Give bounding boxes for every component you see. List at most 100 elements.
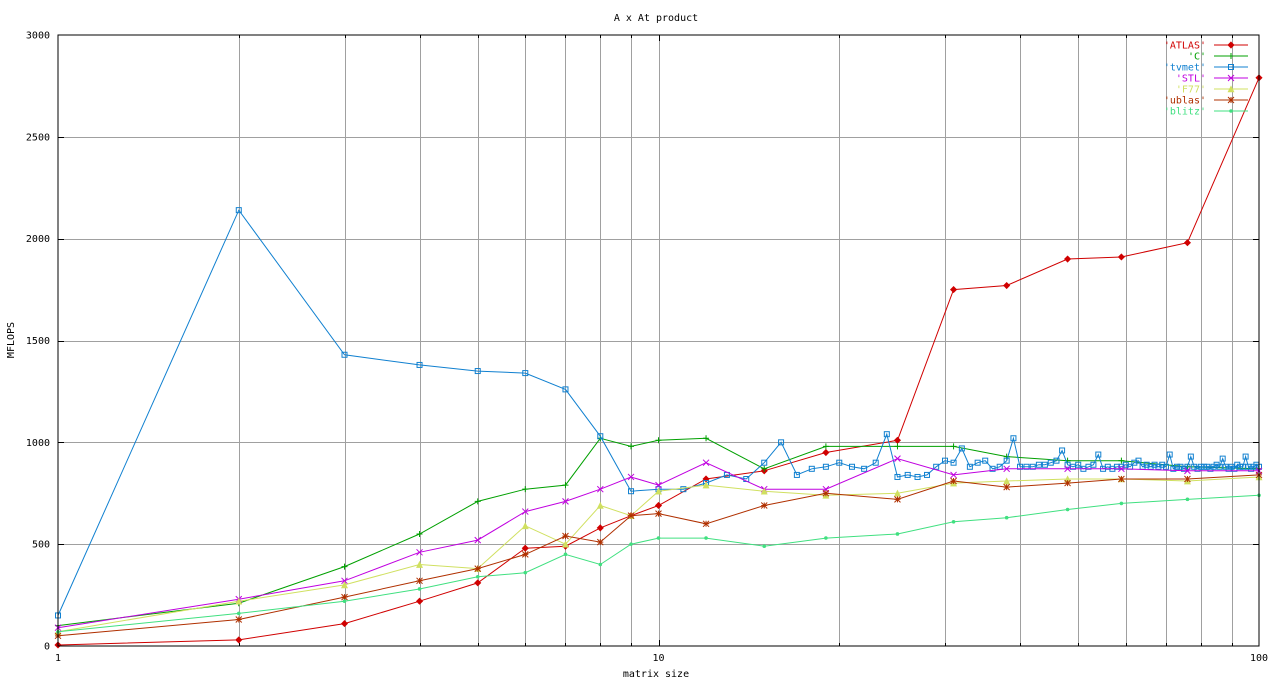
- data-point: [1135, 457, 1142, 464]
- data-point: [824, 536, 828, 540]
- data-point: [914, 473, 921, 480]
- data-point: [1059, 447, 1066, 454]
- legend: 'ATLAS''C''tvmet''STL''F77''ublas''blitz…: [1164, 41, 1248, 118]
- data-point: [655, 487, 662, 495]
- data-point: [703, 435, 710, 442]
- data-point: [416, 548, 423, 556]
- data-point: [702, 459, 710, 467]
- data-point: [1201, 463, 1208, 470]
- legend-label: 'STL': [1176, 74, 1206, 85]
- data-point: [235, 597, 243, 605]
- data-point: [1035, 461, 1042, 468]
- data-point: [596, 501, 604, 509]
- data-point: [1041, 461, 1048, 468]
- data-point: [416, 560, 424, 568]
- data-point: [822, 448, 830, 457]
- data-point: [341, 593, 348, 601]
- data-point: [883, 431, 890, 438]
- data-point: [1184, 467, 1191, 475]
- series-atlas: [54, 74, 1263, 649]
- data-point: [982, 457, 989, 464]
- data-point: [760, 502, 768, 509]
- data-point: [950, 471, 957, 479]
- data-point: [1003, 281, 1011, 290]
- data-point: [761, 459, 768, 466]
- data-point: [1216, 463, 1223, 470]
- data-point: [597, 433, 604, 440]
- data-point: [628, 488, 635, 495]
- data-point: [1242, 453, 1249, 460]
- data-point: [474, 565, 482, 572]
- data-point: [1184, 463, 1191, 470]
- data-point: [680, 486, 687, 493]
- data-point: [861, 465, 868, 472]
- data-point: [895, 532, 900, 536]
- data-point: [235, 636, 243, 644]
- data-point: [627, 473, 635, 481]
- data-point: [904, 471, 911, 478]
- data-point: [628, 443, 635, 450]
- data-point: [522, 486, 529, 493]
- x-tick-label: 10: [652, 653, 664, 664]
- data-point: [416, 577, 423, 585]
- data-point: [1064, 479, 1071, 487]
- data-point: [655, 437, 662, 444]
- data-point: [416, 361, 423, 368]
- data-point: [778, 439, 785, 446]
- data-point: [924, 471, 931, 478]
- series-line-f77: [57, 476, 1260, 633]
- data-point: [474, 536, 482, 544]
- data-point: [1197, 463, 1204, 470]
- data-point: [235, 616, 243, 623]
- data-point: [1229, 109, 1233, 113]
- data-point: [1090, 461, 1097, 468]
- series-line-stl: [57, 458, 1259, 629]
- data-point: [1228, 64, 1234, 70]
- data-point: [1075, 461, 1082, 468]
- data-point: [702, 481, 710, 489]
- data-point: [521, 522, 529, 530]
- data-point: [950, 477, 957, 485]
- data-point: [950, 443, 957, 450]
- data-point: [942, 457, 949, 464]
- data-point: [562, 386, 569, 393]
- legend-label: 'tvmet': [1164, 63, 1206, 74]
- data-point: [1183, 239, 1191, 247]
- data-point: [1004, 515, 1009, 520]
- series-line-atlas: [57, 77, 1260, 646]
- data-point: [654, 501, 663, 510]
- data-point: [235, 207, 242, 214]
- data-point: [1227, 96, 1235, 104]
- data-point: [974, 459, 981, 466]
- data-point: [893, 436, 902, 444]
- y-axis-label: MFLOPS: [6, 322, 17, 358]
- data-point: [474, 368, 481, 375]
- data-point: [1064, 465, 1071, 473]
- data-point: [1003, 477, 1011, 485]
- data-point: [598, 562, 603, 567]
- data-point: [236, 611, 241, 616]
- data-point: [521, 550, 529, 558]
- data-point: [894, 473, 901, 480]
- data-point: [894, 443, 901, 450]
- series-line-c: [57, 437, 1260, 627]
- y-tick-label: 1500: [26, 336, 50, 347]
- data-point: [415, 597, 424, 605]
- data-point: [474, 498, 481, 505]
- data-point: [822, 489, 830, 497]
- data-point: [848, 463, 855, 470]
- data-point: [1219, 455, 1226, 462]
- data-point: [836, 459, 843, 466]
- data-point: [894, 496, 901, 503]
- data-point: [1065, 507, 1070, 512]
- data-point: [1095, 451, 1102, 458]
- data-point: [596, 538, 604, 546]
- data-point: [1118, 465, 1125, 473]
- data-point: [562, 482, 569, 489]
- data-point: [761, 465, 768, 472]
- series-stl: [54, 455, 1263, 632]
- data-point: [793, 471, 800, 478]
- data-point: [702, 520, 710, 528]
- y-tick-label: 500: [32, 540, 50, 551]
